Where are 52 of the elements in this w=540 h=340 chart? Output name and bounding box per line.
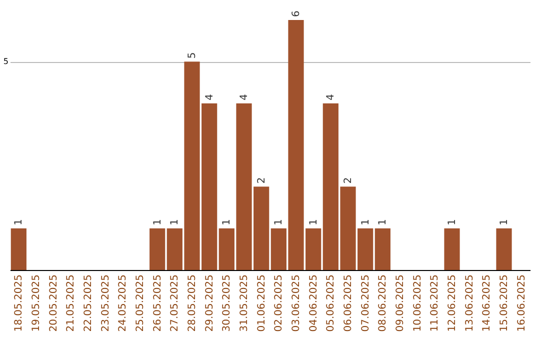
x-tick-label: 18.05.2025 — [14, 274, 25, 332]
x-tick-label: 02.06.2025 — [274, 274, 285, 332]
x-tick-label: 08.06.2025 — [378, 274, 389, 332]
x-tick-label: 19.05.2025 — [31, 274, 42, 332]
x-tick-label: 24.05.2025 — [118, 274, 129, 332]
x-tick-label: 30.05.2025 — [222, 274, 233, 332]
x-tick-label: 03.06.2025 — [291, 274, 302, 332]
bar — [496, 228, 512, 270]
bar — [10, 228, 26, 270]
x-tick-label: 15.06.2025 — [499, 274, 510, 332]
data-label: 1 — [447, 218, 458, 226]
x-tick-label: 23.05.2025 — [100, 274, 112, 332]
x-tick-label: 26.05.2025 — [152, 274, 164, 332]
x-tick-label: 31.05.2025 — [239, 274, 250, 332]
data-label: 6 — [291, 10, 302, 17]
x-tick-label: 05.06.2025 — [326, 274, 337, 332]
x-tick-label: 20.05.2025 — [48, 274, 60, 332]
data-label: 5 — [187, 52, 198, 59]
x-tick-label: 10.06.2025 — [412, 274, 424, 332]
data-label: 1 — [378, 218, 389, 226]
data-label: 1 — [360, 218, 372, 226]
data-label: 2 — [343, 177, 354, 184]
x-tick-label: 11.06.2025 — [430, 274, 441, 332]
x-tick-label: 07.06.2025 — [360, 274, 372, 332]
x-tick-label: 16.06.2025 — [516, 274, 528, 332]
data-label: 1 — [308, 218, 320, 226]
data-label: 1 — [14, 218, 25, 226]
x-tick-label: 09.06.2025 — [395, 274, 406, 332]
x-tick-label: 12.06.2025 — [447, 274, 458, 332]
bar — [374, 228, 390, 270]
bar — [444, 228, 460, 270]
data-label: 1 — [499, 218, 510, 226]
x-tick-label: 04.06.2025 — [308, 274, 320, 332]
x-tick-label: 27.05.2025 — [170, 274, 181, 332]
x-tick-label: 14.06.2025 — [482, 274, 493, 332]
x-tick-label: 21.05.2025 — [66, 274, 77, 332]
data-label: 1 — [222, 218, 233, 226]
x-tick-label: 01.06.2025 — [256, 274, 268, 332]
data-label: 1 — [152, 218, 164, 226]
data-label: 4 — [204, 94, 216, 100]
x-tick-label: 29.05.2025 — [204, 274, 216, 332]
x-tick-label: 25.05.2025 — [135, 274, 146, 332]
x-tick-label: 13.06.2025 — [464, 274, 476, 332]
x-tick-label: 06.06.2025 — [343, 274, 354, 332]
x-tick-label: 22.05.2025 — [83, 274, 94, 332]
data-label: 2 — [256, 177, 268, 184]
x-tick-label: 28.05.2025 — [187, 274, 198, 332]
data-label: 4 — [239, 94, 250, 100]
data-label: 4 — [326, 94, 337, 100]
bar — [150, 228, 166, 270]
data-label: 1 — [274, 218, 285, 226]
data-label: 1 — [170, 218, 181, 226]
